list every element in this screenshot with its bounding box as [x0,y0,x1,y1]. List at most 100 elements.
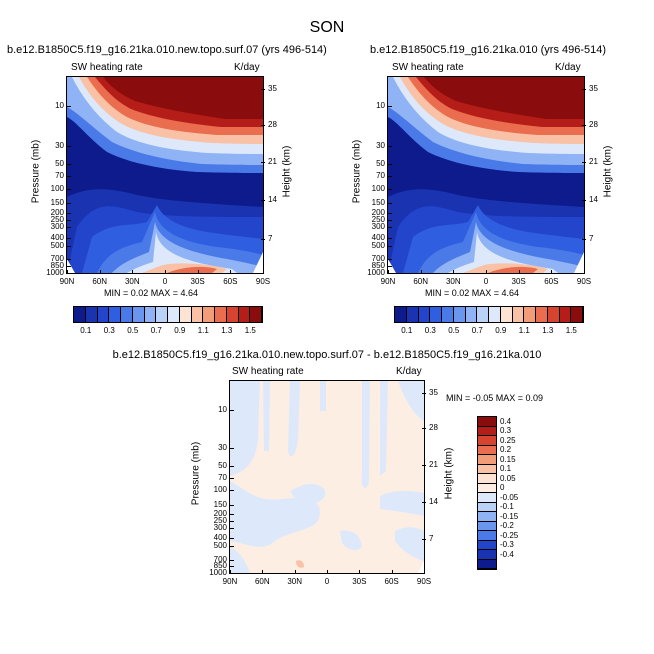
panel-2-pressure-tick [388,175,392,177]
panel-3-x-tick [230,570,231,574]
panel-3-pressure-tick-label: 100 [213,485,227,495]
colorbar-swatch [121,307,133,322]
panel-1-x-tick-label: 60S [223,277,238,286]
panel-1-x-tick-label: 90N [59,277,75,286]
panel-1-height-tick-label: 35 [268,83,277,93]
panel-2-x-tick [486,270,487,274]
panel-2-pressure-tick-label: 70 [376,170,385,180]
colorbar-label: 1.3 [542,326,554,335]
panel-1-pressure-tick [67,266,71,268]
panel-2-height-tick [582,88,586,90]
panel-1-pressure-tick-label: 1000 [46,268,64,277]
colorbar-label: 0.25 [500,435,516,445]
panel-2-height-tick-label: 35 [589,83,598,93]
panel-3-pressure-tick [230,521,234,523]
panel-3-x-tick-label: 60S [384,577,399,586]
panel-3-x-tick-label: 60N [254,577,270,586]
colorbar-swatch [250,307,262,322]
panel-1-pressure-tick-label: 70 [55,170,64,180]
panel-3-pressure-tick [230,527,234,529]
colorbar-swatch [144,307,157,322]
panel-1-pressure-tick-label: 150 [50,198,64,208]
panel-1-height-tick [261,125,265,127]
panel-3-height-tick [422,392,426,394]
colorbar-label: 0.5 [448,326,460,335]
panel-2-x-tick [388,270,389,274]
panel-2-pressure-tick-label: 100 [371,183,385,193]
colorbar-label: -0.15 [500,511,519,521]
colorbar-label: 0.4 [500,416,512,426]
panel-1-x-tick [67,270,68,274]
colorbar-swatch [478,455,496,465]
panel-2-pressure-tick [388,273,392,274]
colorbar-label: -0.1 [500,502,514,512]
panel-2-pressure-tick-label: 50 [376,159,385,169]
colorbar-swatch [512,307,525,322]
panel-3-x-tick [327,570,328,574]
panel-1-x-tick [197,270,199,274]
panel-1-x-tick [165,270,166,274]
colorbar-label: 1.1 [197,326,209,335]
colorbar-swatch [559,307,572,322]
panel-1-pressure-tick [67,188,71,190]
colorbar-label: 0.1 [80,326,92,335]
panel-3-x-tick [359,570,361,574]
panel-1-x-tick [99,270,101,274]
colorbar-swatch [203,307,215,322]
panel-1-pressure-tick-label: 500 [50,240,64,250]
panel-3-title: b.e12.B1850C5.f19_g16.21ka.010.new.topo.… [112,349,542,361]
panel-1-title: b.e12.B1850C5.f19_g16.21ka.010.new.topo.… [7,44,327,56]
panel-2-pressure-tick-label: 400 [371,232,385,242]
panel-2-pressure-tick-label: 150 [371,198,385,208]
colorbar-swatch [500,307,513,322]
panel-2-left-label: SW heating rate [392,62,464,73]
colorbar-swatch [478,436,496,446]
panel-2-pressure-tick [388,259,392,261]
colorbar-swatch [85,307,98,322]
panel-3-x-tick [424,570,425,574]
panel-2-pressure-tick [388,145,392,147]
colorbar-swatch [478,445,496,455]
panel-2-y2label: Height (km) [602,145,614,198]
colorbar-label: 0.7 [471,326,483,335]
panel-1-pressure-tick [67,213,71,215]
colorbar-swatch [442,307,454,322]
panel-2-x-tick [453,270,455,274]
panel-2-height-tick [582,125,586,127]
panel-3-heatmap [230,381,424,573]
colorbar-label: 0.1 [401,326,413,335]
panel-2-x-tick-label: 60N [413,277,428,286]
panel-2-pressure-tick [388,220,392,222]
colorbar-label: 1.3 [221,326,233,335]
panel-1-pressure-tick-label: 30 [55,140,64,150]
panel-2-pressure-tick [388,226,392,228]
panel-3-pressure-tick-label: 200 [213,509,227,519]
colorbar-label: 0.3 [424,326,436,335]
panel-3-pressure-tick [230,559,234,561]
panel-2-plot-area [387,76,585,274]
panel-3-height-tick [422,428,426,430]
panel-1-right-label: K/day [234,62,260,73]
colorbar-label: 0.1 [500,464,512,474]
panel-3-x-tick [391,570,393,574]
colorbar-swatch [215,307,227,322]
panel-2-minmax: MIN = 0.02 MAX = 4.64 [425,288,520,298]
panel-1-x-tick-label: 0 [162,277,168,286]
panel-2-height-tick-label: 21 [589,157,598,167]
panel-1-height-tick [261,238,265,240]
panel-1-pressure-tick [67,273,71,274]
panel-3-height-tick-label: 7 [429,534,434,544]
panel-2-pressure-tick [388,213,392,215]
colorbar-label: 0.2 [500,445,512,455]
colorbar-swatch [478,493,496,503]
panel-2-x-tick-label: 30S [511,277,526,286]
panel-3-pressure-tick-label: 500 [213,541,227,551]
panel-3-pressure-tick [230,477,234,479]
panel-3-pressure-tick [230,538,234,540]
colorbar-swatch [571,307,583,322]
panel-1-pressure-tick [67,245,71,247]
panel-2-height-tick-label: 28 [589,120,598,130]
colorbar-label: 0.05 [500,473,516,483]
panel-2-x-tick [584,270,585,274]
colorbar-swatch [478,559,496,569]
